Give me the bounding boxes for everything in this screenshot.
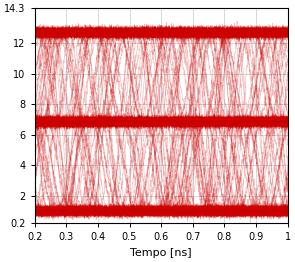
X-axis label: Tempo [ns]: Tempo [ns] [130,248,192,258]
